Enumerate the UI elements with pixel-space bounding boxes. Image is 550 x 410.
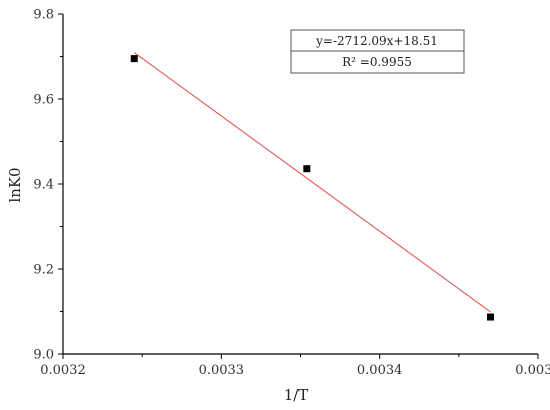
regression-line (133, 52, 491, 313)
regression-annotation-box: y=-2712.09x+18.51 R² =0.9955 (290, 29, 465, 74)
x-axis-ticks: 0.0032 0.0033 0.0034 0.0035 (40, 354, 550, 378)
x-tick-label: 0.0035 (515, 363, 550, 378)
x-tick-label: 0.0033 (199, 363, 245, 378)
x-axis-title: 1/T (284, 386, 309, 404)
y-tick-label: 9.0 (33, 348, 54, 363)
y-tick-label: 9.8 (33, 8, 54, 23)
data-point-marker (487, 313, 494, 321)
y-axis-title: lnK0 (6, 167, 24, 202)
data-points (130, 55, 494, 321)
r-squared-value: R² =0.9955 (342, 55, 412, 69)
data-point-marker (303, 165, 311, 173)
x-tick-label: 0.0034 (357, 363, 403, 378)
regression-equation: y=-2712.09x+18.51 (315, 34, 438, 48)
y-tick-label: 9.6 (33, 93, 54, 108)
fit-line-layer (133, 52, 491, 313)
data-point-marker (130, 55, 138, 63)
y-axis-ticks: 9.0 9.2 9.4 9.6 9.8 (33, 8, 63, 363)
y-tick-label: 9.2 (33, 263, 54, 278)
x-tick-label: 0.0032 (40, 363, 86, 378)
y-tick-label: 9.4 (33, 178, 54, 193)
